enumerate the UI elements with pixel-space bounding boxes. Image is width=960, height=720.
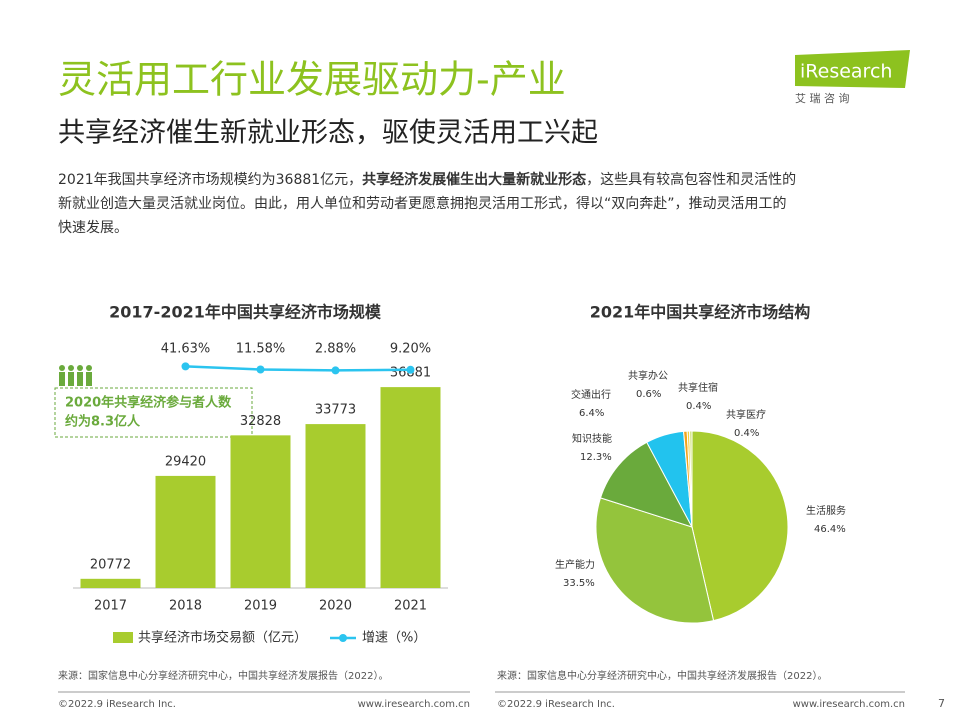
slice-label: 交通出行 — [571, 388, 611, 401]
pie-slice — [691, 430, 789, 622]
data-label: 29420 — [165, 454, 206, 469]
callout-text: 2020年共享经济参与者人数 — [65, 395, 232, 411]
legend-label: 共享经济市场交易额（亿元） — [138, 630, 307, 646]
title: 灵活用工行业发展驱动力-产业 — [58, 58, 566, 102]
legend-label: 增速（%） — [362, 631, 426, 646]
source: 来源：国家信息中心分享经济研究中心，中国共享经济发展报告（2022）。 — [497, 669, 827, 682]
line — [185, 365, 411, 372]
x-tick-label: 2019 — [244, 599, 277, 614]
data-label: 33773 — [315, 403, 356, 418]
legend-marker — [339, 634, 347, 642]
callout-box — [54, 387, 253, 438]
slice-value: 12.3% — [580, 452, 612, 463]
slice-value: 0.4% — [686, 401, 711, 412]
slice-label: 生产能力 — [555, 558, 595, 571]
data-label: 11.58% — [236, 342, 286, 357]
source: 来源：国家信息中心分享经济研究中心，中国共享经济发展报告（2022）。 — [58, 669, 388, 682]
page-number: 7 — [938, 697, 945, 710]
logo-text: iResearch — [800, 61, 892, 83]
x-tick-label: 2017 — [94, 599, 127, 614]
x-tick-label: 2020 — [319, 599, 352, 614]
legend-swatch — [113, 632, 133, 643]
bar — [80, 578, 141, 588]
data-label: 41.63% — [161, 342, 211, 357]
data-label: 32828 — [240, 414, 281, 429]
data-label: 20772 — [90, 557, 131, 572]
bar — [155, 475, 216, 588]
slice-label: 知识技能 — [572, 432, 612, 445]
slice-label: 共享住宿 — [678, 381, 718, 394]
bar — [380, 387, 441, 588]
logo: iResearch 艾 瑞 咨 询 — [795, 50, 910, 105]
copyright: ©2022.9 iResearch Inc. — [497, 699, 615, 710]
bar — [305, 424, 366, 588]
chart-title: 2021年中国共享经济市场结构 — [590, 303, 811, 322]
slice-value: 46.4% — [814, 524, 846, 535]
text-run: 共享经济发展催生出大量新就业形态 — [362, 171, 586, 188]
slice-value: 0.4% — [734, 428, 759, 439]
copyright: ©2022.9 iResearch Inc. — [58, 699, 176, 710]
bar — [230, 435, 291, 588]
pie-slice — [599, 441, 694, 528]
slice-label: 共享医疗 — [726, 408, 766, 421]
paragraph-line: 快速发展。 — [58, 220, 128, 236]
paragraph: 2021年我国共享经济市场规模约为36881亿元，共享经济发展催生出大量新就业形… — [58, 171, 796, 236]
data-label: 9.20% — [390, 342, 431, 357]
x-tick-label: 2018 — [169, 599, 202, 614]
slice-label: 生活服务 — [806, 504, 846, 517]
slice-value: 6.4% — [579, 408, 604, 419]
paragraph-line: 2021年我国共享经济市场规模约为36881亿元，共享经济发展催生出大量新就业形… — [58, 171, 796, 188]
line-point — [331, 366, 340, 375]
data-label: 2.88% — [315, 342, 356, 357]
paragraph-line: 新就业创造大量灵活就业岗位。由此，用人单位和劳动者更愿意拥抱灵活用工形式，得以“… — [58, 195, 787, 212]
line-point — [256, 365, 265, 374]
logo-cn: 艾 瑞 咨 询 — [795, 91, 850, 105]
text-run: 快速发展。 — [58, 220, 128, 236]
line-point — [181, 362, 190, 371]
slice-label: 共享办公 — [628, 369, 668, 382]
url: www.iresearch.com.cn — [358, 699, 470, 710]
text-run: 新就业创造大量灵活就业岗位。由此，用人单位和劳动者更愿意拥抱灵活用工形式，得以“… — [58, 195, 787, 212]
url: www.iresearch.com.cn — [793, 699, 905, 710]
slice-value: 0.6% — [636, 389, 661, 400]
pie-slice — [595, 497, 715, 624]
logo-shape — [795, 50, 910, 88]
x-tick-label: 2021 — [394, 599, 427, 614]
people-icon — [59, 365, 92, 386]
chart-title: 2017-2021年中国共享经济市场规模 — [109, 303, 382, 322]
line-point — [406, 365, 415, 374]
callout-text: 约为8.3亿人 — [65, 414, 141, 430]
slice-value: 33.5% — [563, 578, 595, 589]
text-run: 2021年我国共享经济市场规模约为36881亿元， — [58, 171, 362, 188]
pie-slice — [689, 430, 693, 528]
text-run: ，这些具有较高包容性和灵活性的 — [586, 171, 796, 188]
subtitle: 共享经济催生新就业形态，驱使灵活用工兴起 — [58, 118, 598, 149]
